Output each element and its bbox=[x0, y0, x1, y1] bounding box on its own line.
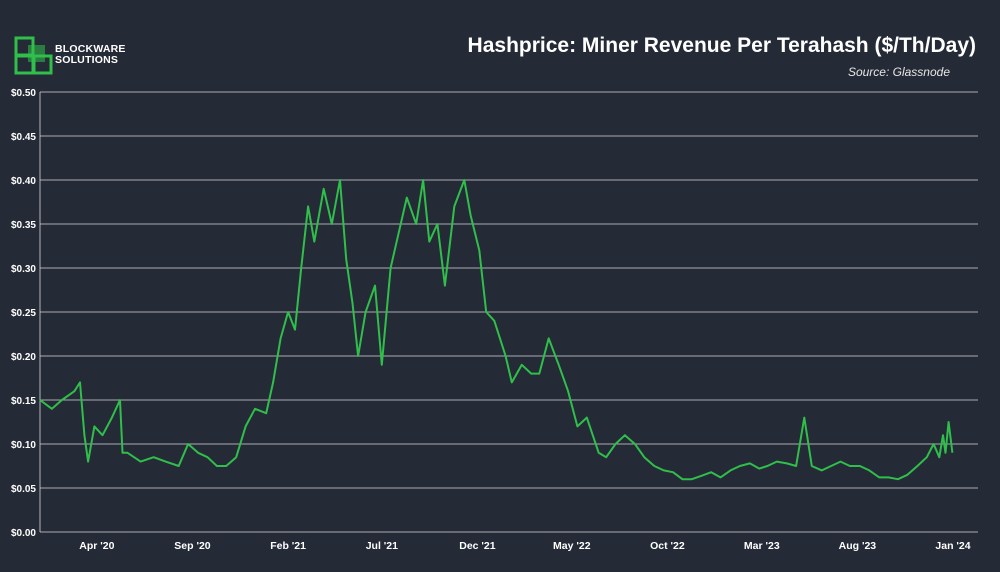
grid-lines bbox=[39, 91, 978, 533]
x-tick-label: Jul '21 bbox=[366, 540, 398, 552]
y-tick-label: $0.35 bbox=[11, 220, 36, 231]
y-tick-label: $0.50 bbox=[11, 88, 36, 99]
x-tick-label: May '22 bbox=[553, 540, 591, 552]
series-line bbox=[39, 179, 954, 481]
brand-name-line1: BLOCKWARE bbox=[55, 43, 126, 55]
chart-title: Hashprice: Miner Revenue Per Terahash ($… bbox=[467, 34, 976, 57]
x-axis: Apr '20 Sep '20 Feb '21 Jul '21 Dec '21 May '… bbox=[79, 540, 970, 552]
x-tick-label: Feb '21 bbox=[270, 540, 306, 552]
y-tick-label: $0.20 bbox=[11, 352, 36, 363]
y-tick-label: $0.45 bbox=[11, 132, 36, 143]
brand-name-line2: SOLUTIONS bbox=[55, 54, 119, 66]
y-tick-label: $0.15 bbox=[11, 396, 36, 407]
y-tick-label: $0.05 bbox=[11, 484, 36, 495]
brand-name: BLOCKWARE SOLUTIONS bbox=[55, 44, 126, 66]
x-tick-label: Oct '22 bbox=[650, 540, 685, 552]
series-group bbox=[39, 179, 954, 481]
x-tick-label: Apr '20 bbox=[79, 540, 114, 552]
y-axis: $0.00 $0.05 $0.10 $0.15 $0.20 $0.25 $0.30 $0.35… bbox=[11, 88, 36, 539]
x-tick-label: Sep '20 bbox=[174, 540, 211, 552]
x-tick-label: Jan '24 bbox=[935, 540, 970, 552]
x-tick-label: Mar '23 bbox=[744, 540, 780, 552]
y-tick-label: $0.25 bbox=[11, 308, 36, 319]
y-tick-label: $0.10 bbox=[11, 440, 36, 451]
x-tick-label: Aug '23 bbox=[839, 540, 877, 552]
x-tick-label: Dec '21 bbox=[459, 540, 496, 552]
y-tick-label: $0.00 bbox=[11, 528, 36, 539]
logo-cube-icon bbox=[14, 36, 53, 75]
chart-source: Source: Glassnode bbox=[847, 65, 950, 79]
blockware-logo bbox=[14, 34, 134, 78]
y-tick-label: $0.40 bbox=[11, 176, 36, 187]
y-tick-label: $0.30 bbox=[11, 264, 36, 275]
